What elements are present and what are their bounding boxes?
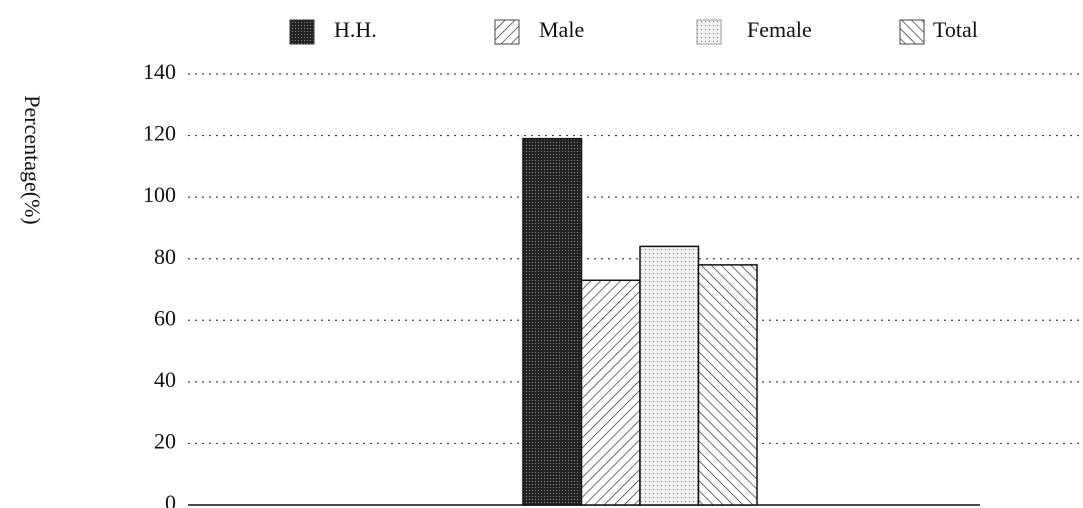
- bar: [580, 279, 641, 506]
- y-tick-label: 40: [154, 367, 176, 392]
- y-tick-label: 0: [165, 490, 176, 508]
- legend-swatch: [696, 19, 722, 45]
- legend-swatch: [289, 19, 315, 45]
- y-tick-label: 20: [154, 428, 176, 453]
- legend-swatch: [494, 19, 520, 45]
- y-tick-label: 120: [143, 121, 176, 146]
- y-tick-label: 80: [154, 244, 176, 269]
- bar: [639, 245, 700, 506]
- legend-label: Male: [539, 17, 584, 42]
- y-tick-label: 100: [143, 182, 176, 207]
- bar: [697, 264, 758, 506]
- legend-swatch: [899, 19, 925, 45]
- legend-label: Total: [933, 17, 978, 42]
- y-tick-label: 140: [143, 59, 176, 84]
- y-tick-label: 60: [154, 305, 176, 330]
- legend-label: Female: [747, 17, 812, 42]
- legend-label: H.H.: [334, 17, 377, 42]
- bar: [522, 137, 583, 506]
- y-axis-label: Percentage(%): [20, 95, 45, 224]
